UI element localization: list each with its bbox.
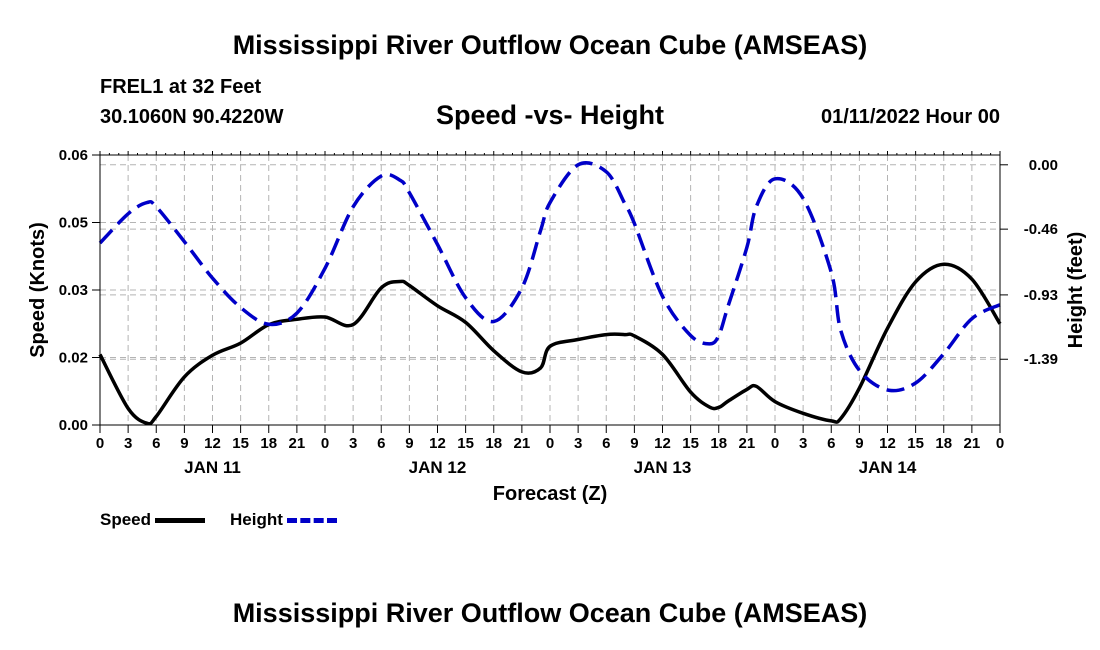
x-tick-label: 9 [630,435,638,452]
x-tick-label: 21 [739,435,756,452]
x-tick-label: 0 [996,435,1004,452]
axes: 0 3 6 9 12 15 18 21 0 3 6 9 12 15 18 21 0 3 6 9 12 15 18 21 0 3 6 9… [59,147,1058,477]
x-tick-label: 0 [546,435,554,452]
x-tick-label: 6 [827,435,835,452]
x-tick-label: 18 [485,435,502,452]
x-tick-label: 21 [289,435,306,452]
y-axis-label: Speed (Knots) [27,222,49,358]
y2-tick-label: 0.00 [1029,157,1058,174]
series-line-height [98,161,1001,393]
x-tick-label: 3 [349,435,357,452]
x-tick-label: 0 [96,435,104,452]
x-tick-label: 6 [377,435,385,452]
footer-title: Mississippi River Outflow Ocean Cube (AM… [232,598,868,628]
y-tick-label: 0.06 [59,147,88,164]
x-tick-label: 15 [232,435,249,452]
series-layer [98,161,1002,426]
x-tick-label: 12 [879,435,896,452]
legend-speed: Speed [100,510,206,530]
legend-speed-label: Speed [100,510,152,529]
x-tick-label: 18 [935,435,952,452]
chart-subtitle: Speed -vs- Height [435,100,665,130]
x-tick-label: 12 [204,435,221,452]
y2-tick-label: -0.46 [1024,221,1058,238]
chart-title: Mississippi River Outflow Ocean Cube (AM… [232,30,868,60]
day-label: JAN 11 [184,458,241,477]
x-tick-label: 18 [260,435,277,452]
station-coordinates: 30.1060N 90.4220W [100,106,284,128]
x-tick-label: 3 [574,435,582,452]
x-tick-label: 3 [124,435,132,452]
x-tick-label: 21 [964,435,981,452]
x-tick-label: 9 [405,435,413,452]
x-tick-label: 9 [180,435,188,452]
y-tick-label: 0.02 [59,350,88,367]
station-label: FREL1 at 32 Feet [100,76,262,98]
x-tick-label: 12 [654,435,671,452]
x-tick-label: 21 [514,435,531,452]
day-label: JAN 13 [634,458,692,477]
y-tick-label: 0.00 [59,417,88,434]
day-label: JAN 12 [409,458,467,477]
x-tick-label: 0 [321,435,329,452]
y2-axis-label: Height (feet) [1065,232,1087,349]
x-tick-label: 15 [457,435,474,452]
x-tick-label: 9 [855,435,863,452]
series-line-speed [98,262,1002,426]
x-tick-label: 6 [152,435,160,452]
y-tick-label: 0.03 [59,282,88,299]
forecast-datetime: 01/11/2022 Hour 00 [820,106,1000,128]
x-tick-label: 3 [799,435,807,452]
legend-height: Height [230,510,337,530]
grid-lines [99,154,1001,426]
legend-speed-swatch [155,517,206,523]
x-tick-label: 15 [682,435,699,452]
y2-tick-label: -1.39 [1024,351,1058,368]
x-tick-label: 6 [602,435,610,452]
x-tick-label: 12 [429,435,446,452]
x-tick-label: 0 [771,435,779,452]
y2-tick-label: -0.93 [1024,287,1058,304]
legend-height-swatch [286,517,337,523]
x-tick-label: 18 [710,435,727,452]
day-label: JAN 14 [859,458,917,477]
x-tick-label: 15 [907,435,924,452]
y-tick-label: 0.05 [59,215,88,232]
x-axis-label: Forecast (Z) [493,483,607,505]
legend-height-label: Height [230,510,283,529]
